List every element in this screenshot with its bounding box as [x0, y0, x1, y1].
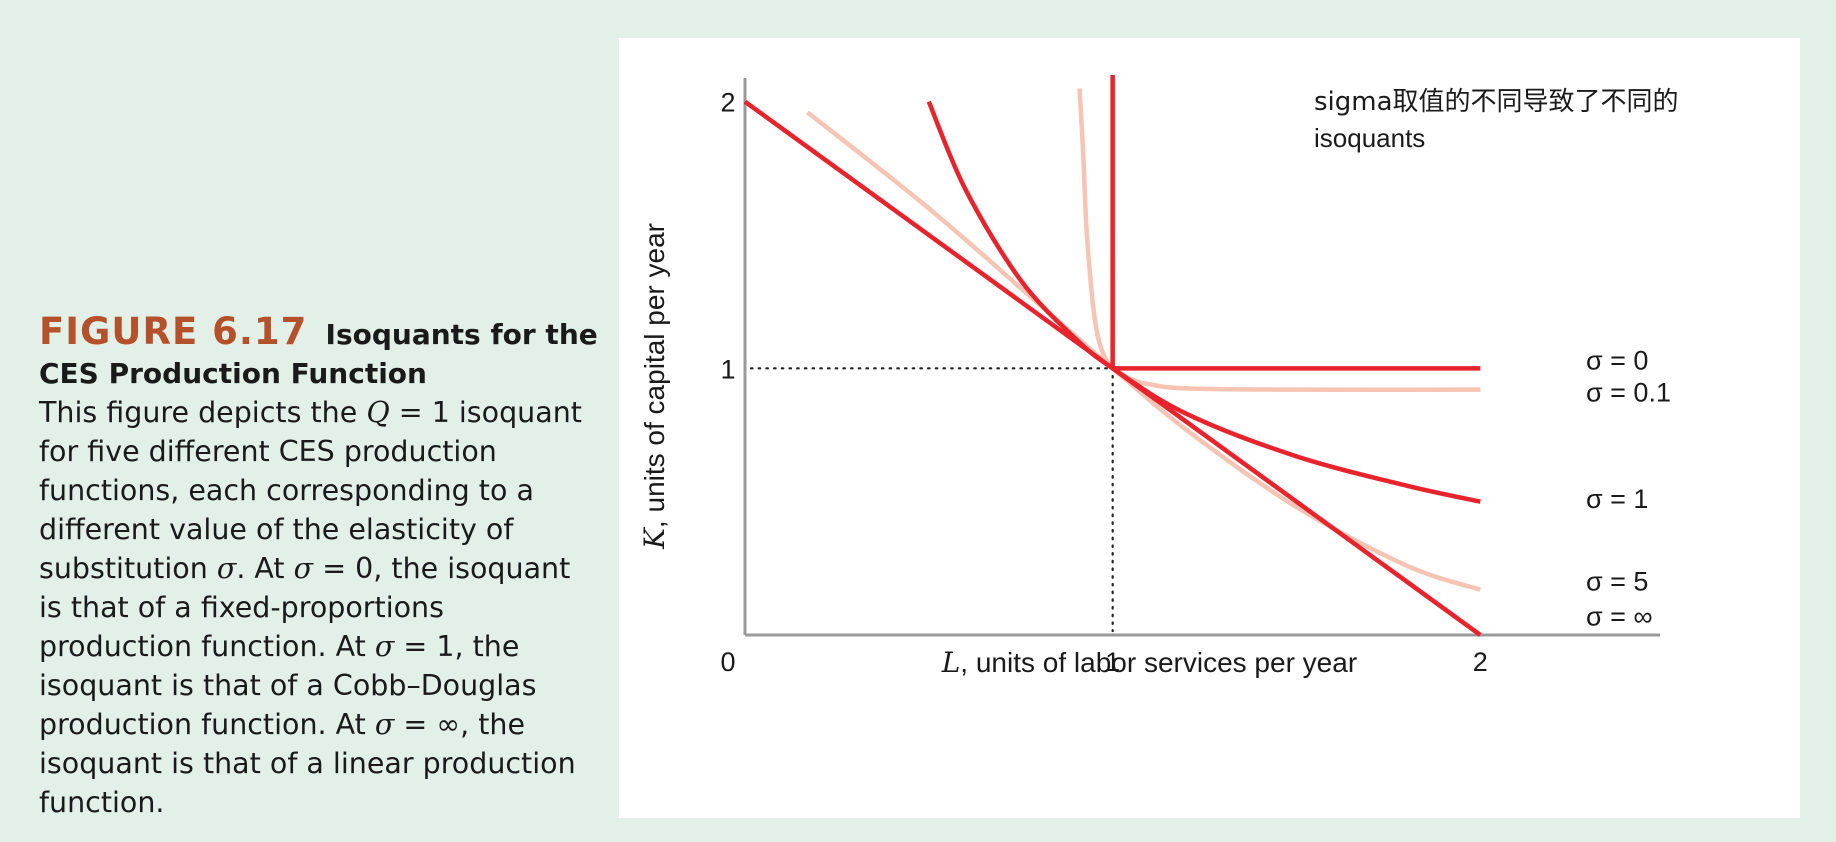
figure-caption: FIGURE 6.17 Isoquants for the CES Produc…: [39, 312, 599, 822]
caption-line: functions, each corresponding to a: [39, 474, 534, 507]
annotation-line-2: isoquants: [1314, 123, 1425, 153]
y-axis-var: K: [638, 526, 671, 550]
x-tick-label: 1: [1105, 647, 1120, 677]
y-axis-text: , units of capital per year: [639, 223, 670, 528]
caption-line: isoquant is that of a Cobb–Douglas: [39, 669, 537, 702]
caption-math-sigma: σ: [293, 552, 314, 585]
x-tick-label: 0: [720, 647, 735, 677]
caption-line: This figure depicts the Q = 1 isoquant: [39, 393, 599, 432]
chart-panel: 0 1 2 1 2 L, units of labor services per yea…: [619, 38, 1800, 818]
series-label-sigma-1: σ = 1: [1586, 484, 1648, 514]
series-label-sigma-0: σ = 0: [1586, 345, 1648, 375]
caption-line: function.: [39, 786, 165, 819]
tick-labels: 0 1 2 1 2: [720, 88, 1487, 677]
caption-line: isoquant is that of a linear production: [39, 747, 576, 780]
caption-text: = 1, the: [394, 630, 520, 663]
series-label-sigma-infinity: σ = ∞: [1586, 601, 1653, 631]
y-tick-label: 1: [720, 354, 735, 384]
figure-number: FIGURE 6.17: [39, 310, 308, 353]
caption-heading: FIGURE 6.17 Isoquants for the CES Produc…: [39, 312, 599, 393]
caption-math-eq: =: [389, 396, 432, 429]
series-label-sigma-5: σ = 5: [1586, 567, 1648, 597]
caption-math-q: Q: [366, 396, 390, 429]
caption-text: . At: [236, 552, 294, 585]
caption-text: production function. At: [39, 630, 375, 663]
x-axis-var: L: [941, 646, 961, 679]
y-axis-title: K, units of capital per year: [638, 223, 671, 550]
caption-line: different value of the elasticity of: [39, 513, 514, 546]
caption-text: substitution: [39, 552, 217, 585]
annotation-line-1: sigma取值的不同导致了不同的: [1314, 87, 1679, 117]
isoquant-chart: 0 1 2 1 2 L, units of labor services per yea…: [638, 75, 1679, 679]
caption-line: for five different CES production: [39, 435, 497, 468]
caption-math-sigma: σ: [216, 552, 237, 585]
caption-text: 1 isoquant: [431, 396, 582, 429]
reference-lines: [749, 367, 1114, 633]
caption-text: This figure depicts the: [39, 396, 367, 429]
figure-title: Isoquants for the CES Production Functio…: [39, 318, 598, 390]
caption-text: = 0, the isoquant: [313, 552, 571, 585]
axes: [743, 78, 1660, 637]
caption-text: production function. At: [39, 708, 375, 741]
x-axis-title: L, units of labor services per year: [941, 646, 1357, 679]
caption-line: substitution σ. At σ = 0, the isoquant: [39, 549, 599, 588]
isoquant-curve-sigma-0: [1110, 75, 1481, 371]
series-layer: [743, 75, 1482, 637]
x-tick-label: 2: [1473, 647, 1488, 677]
caption-math-sigma: σ: [374, 630, 395, 663]
y-tick-label: 2: [720, 88, 735, 118]
caption-line: is that of a fixed-proportions: [39, 591, 444, 624]
caption-math-sigma: σ: [374, 708, 395, 741]
series-label-sigma-0-1: σ = 0.1: [1586, 377, 1671, 407]
caption-line: production function. At σ = ∞, the: [39, 705, 599, 744]
caption-text: = ∞, the: [394, 708, 525, 741]
caption-line: production function. At σ = 1, the: [39, 627, 599, 666]
isoquant-curve-sigma-5: [806, 110, 1482, 592]
x-axis-text: , units of labor services per year: [960, 647, 1357, 678]
